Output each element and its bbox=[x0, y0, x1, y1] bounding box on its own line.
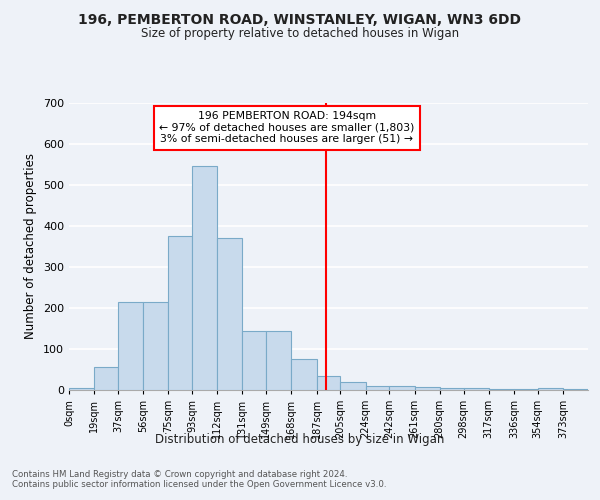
Bar bbox=[192, 166, 217, 390]
Bar bbox=[563, 389, 588, 390]
Text: 196, PEMBERTON ROAD, WINSTANLEY, WIGAN, WN3 6DD: 196, PEMBERTON ROAD, WINSTANLEY, WIGAN, … bbox=[79, 12, 521, 26]
Bar bbox=[365, 386, 389, 390]
Bar bbox=[440, 388, 464, 390]
Bar bbox=[292, 359, 317, 390]
Bar bbox=[514, 389, 538, 390]
Y-axis label: Number of detached properties: Number of detached properties bbox=[25, 153, 37, 340]
Text: 196 PEMBERTON ROAD: 194sqm
← 97% of detached houses are smaller (1,803)
3% of se: 196 PEMBERTON ROAD: 194sqm ← 97% of deta… bbox=[159, 111, 415, 144]
Bar bbox=[340, 382, 365, 390]
Bar bbox=[389, 386, 415, 390]
Bar bbox=[489, 389, 514, 390]
Bar bbox=[242, 332, 266, 390]
Text: Size of property relative to detached houses in Wigan: Size of property relative to detached ho… bbox=[141, 28, 459, 40]
Bar bbox=[317, 376, 340, 390]
Bar bbox=[464, 388, 489, 390]
Bar bbox=[118, 302, 143, 390]
Bar bbox=[143, 302, 168, 390]
Text: Distribution of detached houses by size in Wigan: Distribution of detached houses by size … bbox=[155, 432, 445, 446]
Bar bbox=[168, 236, 192, 390]
Bar bbox=[538, 388, 563, 390]
Bar bbox=[415, 387, 440, 390]
Text: Contains HM Land Registry data © Crown copyright and database right 2024.
Contai: Contains HM Land Registry data © Crown c… bbox=[12, 470, 386, 490]
Bar bbox=[266, 332, 292, 390]
Bar bbox=[94, 368, 118, 390]
Bar bbox=[217, 238, 242, 390]
Bar bbox=[69, 388, 94, 390]
